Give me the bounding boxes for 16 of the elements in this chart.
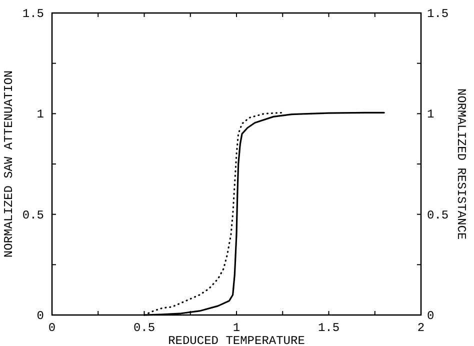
y-tick-label: 1.5 bbox=[22, 7, 44, 21]
y-tick-label: 1 bbox=[36, 108, 44, 122]
x-tick-label: 0.5 bbox=[133, 321, 156, 335]
x-tick-label: 1 bbox=[232, 321, 240, 335]
x-tick-label: 1.5 bbox=[318, 321, 340, 335]
x-tick-label: 0 bbox=[48, 321, 56, 335]
x-tick-label: 2 bbox=[417, 321, 425, 335]
y2-tick-label: 0.5 bbox=[427, 208, 449, 222]
x-axis-title: REDUCED TEMPERATURE bbox=[168, 334, 305, 346]
y2-tick-label: 1 bbox=[427, 108, 434, 122]
y-tick-label: 0 bbox=[36, 309, 44, 323]
y2-tick-label: 0 bbox=[427, 309, 434, 323]
y2-tick-label: 1.5 bbox=[427, 7, 449, 21]
y-axis-title: NORMALIZED SAW ATTENUATION bbox=[2, 70, 16, 258]
y-tick-label: 0.5 bbox=[22, 208, 44, 222]
y2-axis-title: NORMALIZED RESISTANCE bbox=[454, 88, 468, 240]
